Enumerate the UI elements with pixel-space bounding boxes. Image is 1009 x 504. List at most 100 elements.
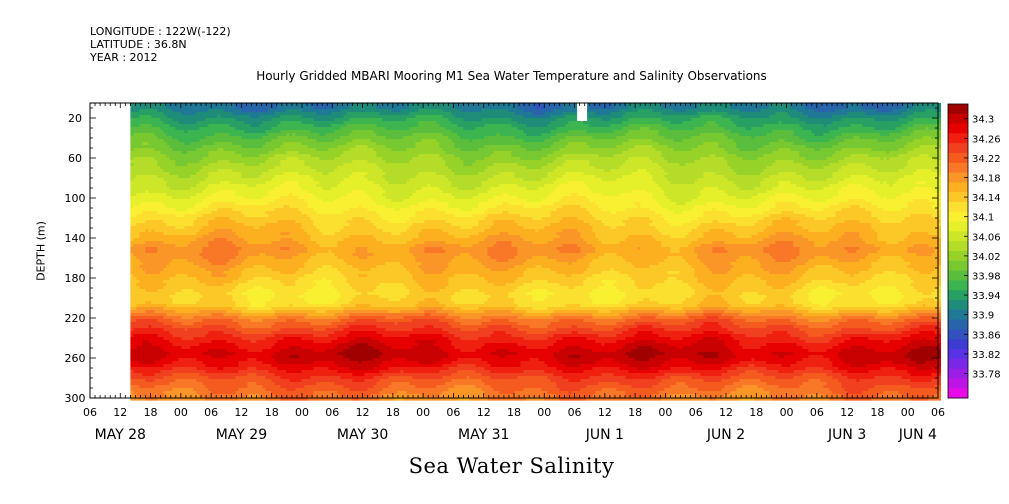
heatmap-cell <box>208 121 212 125</box>
heatmap-cell <box>154 106 158 110</box>
heatmap-cell <box>181 301 185 305</box>
heatmap-cell <box>223 364 227 368</box>
heatmap-cell <box>157 250 161 254</box>
heatmap-cell <box>130 310 134 314</box>
heatmap-cell <box>163 247 167 251</box>
heatmap-cell <box>193 250 197 254</box>
heatmap-cell <box>157 343 161 347</box>
heatmap-cell <box>214 127 218 131</box>
heatmap-cell <box>157 367 161 371</box>
heatmap-cell <box>145 358 149 362</box>
heatmap-cell <box>208 136 212 140</box>
heatmap-cell <box>154 268 158 272</box>
heatmap-cell <box>136 286 140 290</box>
heatmap-cell <box>130 262 134 266</box>
heatmap-cell <box>148 226 152 230</box>
heatmap-cell <box>205 205 209 209</box>
heatmap-cell <box>190 130 194 134</box>
heatmap-cell <box>142 259 146 263</box>
heatmap-cell <box>211 193 215 197</box>
heatmap-cell <box>208 286 212 290</box>
heatmap-cell <box>151 175 155 179</box>
heatmap-cell <box>151 376 155 380</box>
heatmap-cell <box>139 283 143 287</box>
heatmap-cell <box>223 379 227 383</box>
heatmap-cell <box>202 166 206 170</box>
heatmap-cell <box>145 388 149 392</box>
heatmap-cell <box>157 142 161 146</box>
heatmap-cell <box>223 304 227 308</box>
heatmap-cell <box>211 361 215 365</box>
heatmap-cell <box>190 103 194 107</box>
heatmap-cell <box>205 367 209 371</box>
heatmap-cell <box>148 316 152 320</box>
heatmap-cell <box>199 382 203 386</box>
heatmap-cell <box>178 391 182 395</box>
heatmap-cell <box>175 307 179 311</box>
heatmap-cell <box>205 223 209 227</box>
heatmap-cell <box>157 127 161 131</box>
heatmap-cell <box>130 166 134 170</box>
heatmap-cell <box>220 208 224 212</box>
heatmap-cell <box>133 217 137 221</box>
heatmap-cell <box>139 145 143 149</box>
heatmap-cell <box>220 214 224 218</box>
heatmap-cell <box>169 268 173 272</box>
heatmap-cell <box>202 232 206 236</box>
heatmap-cell <box>211 199 215 203</box>
heatmap-cell <box>154 148 158 152</box>
heatmap-cell <box>211 148 215 152</box>
heatmap-cell <box>148 139 152 143</box>
heatmap-cell <box>214 175 218 179</box>
heatmap-cell <box>193 229 197 233</box>
heatmap-cell <box>196 130 200 134</box>
heatmap-cell <box>184 382 188 386</box>
heatmap-cell <box>169 172 173 176</box>
heatmap-cell <box>142 289 146 293</box>
heatmap-cell <box>172 235 176 239</box>
heatmap-cell <box>151 220 155 224</box>
heatmap-cell <box>130 367 134 371</box>
heatmap-cell <box>196 253 200 257</box>
heatmap-cell <box>181 262 185 266</box>
heatmap-cell <box>208 106 212 110</box>
heatmap-cell <box>166 145 170 149</box>
heatmap-cell <box>139 223 143 227</box>
heatmap-cell <box>154 370 158 374</box>
heatmap-cell <box>175 325 179 329</box>
heatmap-cell <box>160 313 164 317</box>
heatmap-cell <box>223 388 227 392</box>
heatmap-cell <box>205 334 209 338</box>
heatmap-cell <box>205 241 209 245</box>
heatmap-cell <box>130 133 134 137</box>
heatmap-cell <box>196 181 200 185</box>
heatmap-cell <box>193 280 197 284</box>
heatmap-cell <box>202 136 206 140</box>
heatmap-cell <box>211 397 215 401</box>
heatmap-cell <box>196 319 200 323</box>
heatmap-cell <box>199 133 203 137</box>
heatmap-cell <box>175 373 179 377</box>
heatmap-cell <box>202 163 206 167</box>
heatmap-cell <box>175 142 179 146</box>
heatmap-cell <box>220 205 224 209</box>
heatmap-cell <box>163 352 167 356</box>
heatmap-cell <box>220 367 224 371</box>
heatmap-cell <box>142 115 146 119</box>
heatmap-cell <box>169 346 173 350</box>
heatmap-cell <box>172 361 176 365</box>
heatmap-cell <box>181 187 185 191</box>
heatmap-cell <box>166 316 170 320</box>
heatmap-cell <box>166 199 170 203</box>
heatmap-cell <box>214 124 218 128</box>
heatmap-cell <box>226 106 230 110</box>
heatmap-cell <box>211 376 215 380</box>
heatmap-cell <box>151 274 155 278</box>
heatmap-cell <box>151 196 155 200</box>
heatmap-cell <box>202 244 206 248</box>
heatmap-cell <box>172 139 176 143</box>
heatmap-cell <box>190 190 194 194</box>
heatmap-cell <box>205 166 209 170</box>
heatmap-cell <box>199 271 203 275</box>
heatmap-cell <box>193 247 197 251</box>
